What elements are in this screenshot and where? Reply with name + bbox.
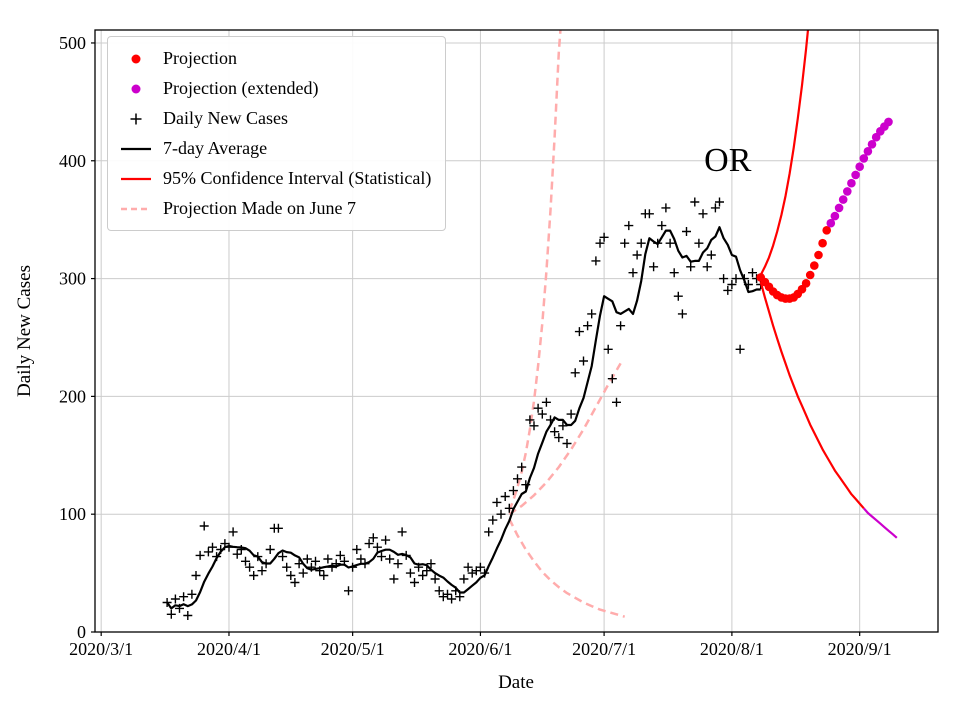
- legend-marker: [118, 141, 154, 157]
- data-point-dot: [851, 170, 860, 180]
- data-point-dot: [830, 211, 840, 221]
- legend-marker: [118, 201, 154, 217]
- data-point-dot: [822, 226, 831, 235]
- plus-marker-icon: [130, 113, 142, 124]
- data-point-dot: [818, 238, 827, 248]
- x-tick-label: 2020/8/1: [700, 639, 764, 659]
- y-tick-label: 100: [59, 504, 86, 524]
- y-tick-label: 400: [59, 151, 86, 171]
- legend-marker: [118, 111, 154, 127]
- x-tick-label: 2020/7/1: [572, 639, 636, 659]
- legend-label: 7-day Average: [163, 138, 268, 158]
- series-ci_lower: [759, 281, 865, 510]
- y-tick-label: 0: [77, 622, 86, 642]
- legend-label: Projection Made on June 7: [163, 198, 356, 218]
- legend-item: Projection: [118, 46, 431, 71]
- x-tick-label: 2020/5/1: [321, 639, 385, 659]
- dot-marker-icon: [131, 54, 141, 63]
- x-tick-label: 2020/6/1: [448, 639, 512, 659]
- series-june7_lower: [508, 518, 626, 618]
- data-point-dot: [867, 140, 877, 149]
- data-point-dot: [884, 117, 893, 127]
- y-tick-label: 300: [59, 269, 86, 289]
- data-point-dot: [838, 195, 848, 204]
- dot-marker-icon: [131, 84, 141, 93]
- legend-label: 95% Confidence Interval (Statistical): [163, 168, 432, 188]
- data-layer: [162, 30, 898, 620]
- legend-marker: [118, 171, 154, 187]
- series-ci_lower_extended: [862, 507, 898, 539]
- data-point-dot: [801, 279, 811, 288]
- data-point-dot: [855, 162, 864, 171]
- series-june7_center: [508, 362, 622, 516]
- series-ci_upper: [759, 30, 810, 276]
- legend-item: Projection Made on June 7: [118, 196, 431, 221]
- y-tick-label: 200: [59, 386, 86, 406]
- data-point-dot: [810, 261, 819, 270]
- legend-label: Daily New Cases: [163, 108, 288, 128]
- data-point-dot: [847, 178, 856, 188]
- data-point-dot: [859, 154, 869, 163]
- series-daily_new_cases: [162, 197, 766, 620]
- x-axis-label: Date: [498, 672, 534, 693]
- series-projection_extended: [826, 117, 893, 228]
- data-point-dot: [805, 270, 815, 280]
- data-point-dot: [834, 203, 844, 213]
- legend-label: Projection: [163, 48, 237, 68]
- series-projection: [756, 226, 831, 303]
- legend-marker: [118, 51, 154, 67]
- legend-marker: [118, 81, 154, 97]
- tick-layer: 2020/3/1 2020/4/1 2020/5/1 2020/6/1 2020/7/1…: [59, 33, 892, 659]
- legend-item: Projection (extended): [118, 76, 431, 101]
- series-june7_upper: [508, 30, 562, 512]
- dashed-line-marker-icon: [121, 207, 151, 210]
- y-tick-label: 500: [59, 33, 86, 53]
- legend: Projection Projection (extended) Daily New…: [107, 36, 447, 231]
- annotation-or: OR: [704, 142, 752, 179]
- plot-border: [94, 29, 939, 633]
- legend-item: Daily New Cases: [118, 106, 431, 131]
- data-point-dot: [863, 147, 873, 156]
- line-marker-icon: [121, 177, 151, 180]
- x-tick-label: 2020/3/1: [69, 639, 133, 659]
- legend-item: 7-day Average: [118, 136, 431, 161]
- data-point-dot: [814, 250, 823, 260]
- x-tick-label: 2020/4/1: [197, 639, 261, 659]
- legend-label: Projection (extended): [163, 78, 319, 98]
- line-marker-icon: [121, 147, 151, 150]
- data-point-dot: [826, 218, 836, 228]
- data-point-dot: [843, 187, 852, 196]
- legend-item: 95% Confidence Interval (Statistical): [118, 166, 431, 191]
- x-tick-label: 2020/9/1: [828, 639, 892, 659]
- y-axis-label: Daily New Cases: [14, 265, 35, 397]
- series-seven_day_average: [166, 226, 761, 610]
